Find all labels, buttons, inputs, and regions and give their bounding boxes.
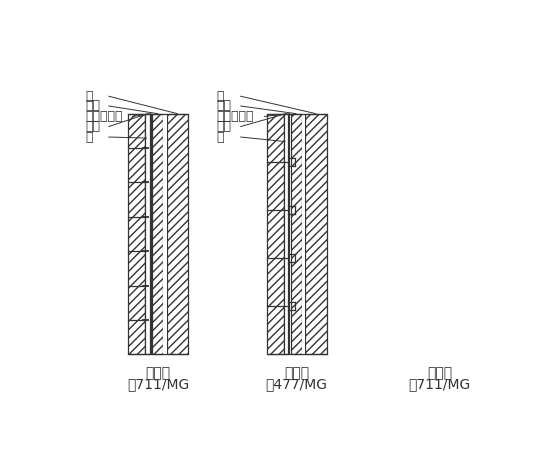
Text: ＃711/MG: ＃711/MG	[127, 377, 189, 391]
Text: 胴縁: 胴縁	[217, 120, 232, 133]
Bar	[301, 114, 305, 354]
Bar	[152, 114, 163, 354]
Bar	[163, 114, 167, 354]
Text: ＃711/MG: ＃711/MG	[408, 377, 470, 391]
Text: 縦貼り: 縦貼り	[427, 366, 452, 380]
Text: 横貼り: 横貼り	[146, 366, 171, 380]
Text: 防水シート: 防水シート	[85, 110, 122, 123]
Text: 釘: 釘	[85, 130, 93, 144]
Text: 柱: 柱	[85, 90, 93, 103]
Bar	[167, 114, 188, 354]
Bar	[267, 114, 284, 354]
Bar	[146, 114, 150, 354]
Text: 釘: 釘	[217, 130, 224, 144]
Text: 柱: 柱	[217, 90, 224, 103]
Text: 防水シート: 防水シート	[217, 110, 254, 123]
Bar	[284, 114, 288, 354]
Bar	[128, 114, 146, 354]
Text: 横貼り: 横貼り	[284, 366, 309, 380]
Text: 下地: 下地	[217, 100, 232, 112]
Text: ＃477/MG: ＃477/MG	[266, 377, 328, 391]
Text: 下地: 下地	[85, 100, 100, 112]
Bar	[305, 114, 326, 354]
Bar	[291, 114, 301, 354]
Text: 胴縁: 胴縁	[85, 120, 100, 133]
